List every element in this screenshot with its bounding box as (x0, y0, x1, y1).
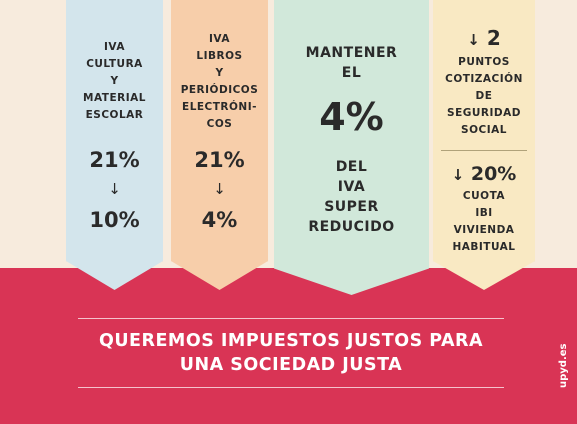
label-line: IVA (209, 33, 230, 45)
label-line: SUPER (324, 199, 379, 215)
label-line: MATERIAL (83, 92, 146, 104)
iva-libros-from: 21% (194, 148, 245, 172)
label-line: IVA (337, 179, 366, 195)
iva-super-reducido-value: 4% (319, 95, 384, 139)
label-line: PERIÓDICOS (180, 84, 259, 96)
label-line: IVA (104, 41, 125, 53)
slogan-line: UNA SOCIEDAD JUSTA (179, 355, 403, 375)
label-line: COS (206, 118, 233, 130)
label-line: ELECTRÓNI- (182, 101, 257, 113)
down-arrow-icon: ↓ (451, 166, 465, 184)
label-line: IBI (475, 207, 493, 219)
label-line: VIVIENDA (453, 224, 515, 236)
top-divider-line (78, 318, 504, 319)
label-line: EL (341, 65, 362, 81)
iva-cultura-to: 10% (89, 208, 140, 232)
label-line: COTIZACIÓN (445, 73, 523, 85)
banner-iva-super-reducido (274, 0, 429, 295)
down-arrow-icon: ↓ (108, 180, 121, 198)
banner-iva-cultura (66, 0, 163, 290)
label-line: LIBROS (196, 50, 243, 62)
label-line: HABITUAL (452, 241, 516, 253)
label-line: Y (110, 75, 119, 87)
label-line: MANTENER (305, 45, 398, 61)
divider (441, 150, 527, 151)
website-url: upyd.es (558, 343, 569, 389)
label-line: PUNTOS (458, 56, 510, 68)
iva-libros-label: IVA LIBROS Y PERIÓDICOS ELECTRÓNI- COS (171, 31, 268, 133)
iva-libros-to: 4% (201, 208, 238, 232)
label-line: ESCOLAR (85, 109, 144, 121)
super-reducido-label: DEL IVA SUPER REDUCIDO (274, 157, 429, 237)
label-line: DE (475, 90, 493, 102)
ibi-percent: 20% (470, 163, 517, 185)
label-line: REDUCIDO (308, 219, 395, 235)
puntos-amount: ↓ 2 (433, 26, 535, 50)
banner-cotizacion-ibi (433, 0, 535, 290)
iva-cultura-label: IVA CULTURA Y MATERIAL ESCOLAR (66, 39, 163, 124)
banner-iva-libros (171, 0, 268, 290)
ibi-label: CUOTA IBI VIVIENDA HABITUAL (433, 188, 535, 256)
label-line: CUOTA (462, 190, 506, 202)
ibi-amount: ↓ 20% (433, 163, 535, 185)
bottom-divider-line (78, 387, 504, 388)
label-line: SOCIAL (461, 124, 507, 136)
background-bottom (0, 268, 577, 424)
slogan-line: QUEREMOS IMPUESTOS JUSTOS PARA (98, 331, 484, 351)
mantener-label: MANTENER EL (274, 43, 429, 83)
iva-cultura-from: 21% (89, 148, 140, 172)
slogan: QUEREMOS IMPUESTOS JUSTOS PARA UNA SOCIE… (60, 329, 522, 377)
puntos-number: 2 (486, 26, 501, 50)
label-line: CULTURA (86, 58, 143, 70)
label-line: SEGURIDAD (447, 107, 521, 119)
down-arrow-icon: ↓ (467, 31, 480, 49)
down-arrow-icon: ↓ (213, 180, 226, 198)
label-line: DEL (335, 159, 368, 175)
label-line: Y (215, 67, 224, 79)
cotizacion-label: PUNTOS COTIZACIÓN DE SEGURIDAD SOCIAL (433, 54, 535, 139)
